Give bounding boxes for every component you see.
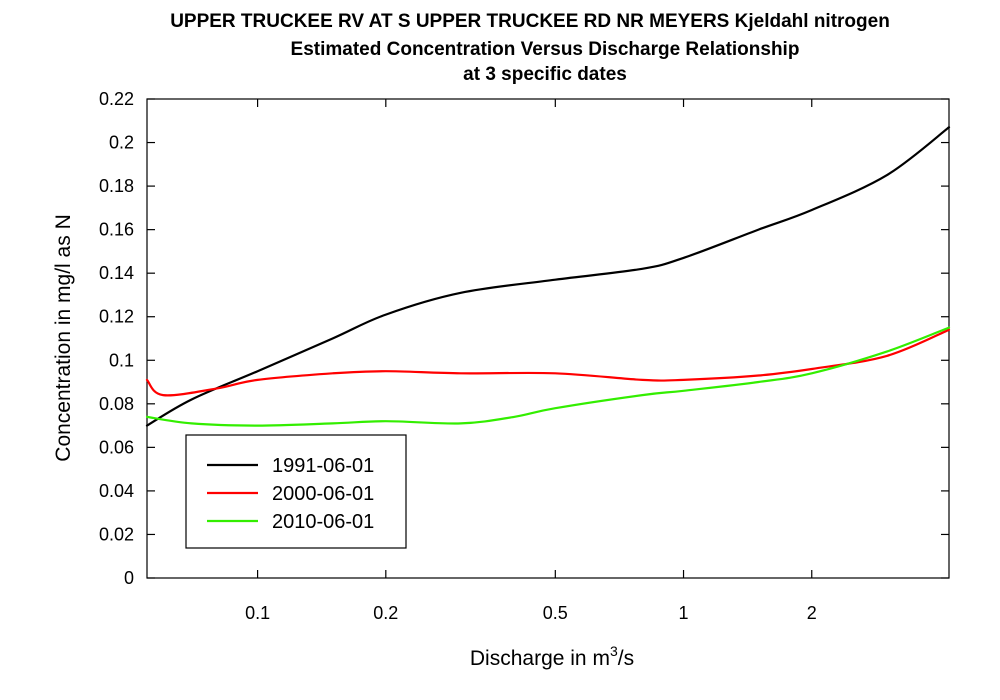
y-tick-label: 0	[124, 568, 134, 588]
x-axis-title-main: Discharge in m	[470, 647, 610, 670]
y-tick-label: 0.06	[99, 437, 134, 457]
y-tick-label: 0.22	[99, 89, 134, 109]
y-tick-label: 0.16	[99, 220, 134, 240]
y-tick-label: 0.12	[99, 307, 134, 327]
y-tick-label: 0.2	[109, 133, 134, 153]
series-line-1	[145, 126, 951, 427]
legend-label-2: 2000-06-01	[272, 483, 374, 505]
x-tick-label: 0.2	[373, 603, 398, 623]
x-tick-label: 1	[679, 603, 689, 623]
legend-label-3: 2010-06-01	[272, 511, 374, 533]
chart-subtitle: Estimated Concentration Versus Discharge…	[290, 39, 800, 60]
chart-title: UPPER TRUCKEE RV AT S UPPER TRUCKEE RD N…	[170, 11, 890, 32]
series-line-2	[145, 328, 951, 397]
x-axis-title-unit: /s	[618, 647, 634, 670]
y-tick-label: 0.08	[99, 394, 134, 414]
series-line-3	[145, 326, 951, 427]
x-axis-title-superscript: 3	[610, 643, 618, 659]
y-tick-label: 0.1	[109, 350, 134, 370]
x-tick-label: 0.5	[543, 603, 568, 623]
y-axis-title: Concentration in mg/l as N	[52, 214, 75, 461]
y-tick-label: 0.18	[99, 176, 134, 196]
plot-frame	[146, 98, 950, 579]
y-tick-label: 0.14	[99, 263, 134, 283]
x-axis-title: Discharge in m3/s	[470, 643, 634, 670]
x-tick-label: 2	[807, 603, 817, 623]
legend: 1991-06-01 2000-06-01 2010-06-01	[185, 434, 407, 549]
x-tick-label: 0.1	[245, 603, 270, 623]
y-tick-label: 0.02	[99, 524, 134, 544]
legend-label-1: 1991-06-01	[272, 455, 374, 477]
legend-box	[185, 434, 407, 549]
y-tick-label: 0.04	[99, 481, 134, 501]
chart-subtitle-2: at 3 specific dates	[463, 64, 627, 85]
